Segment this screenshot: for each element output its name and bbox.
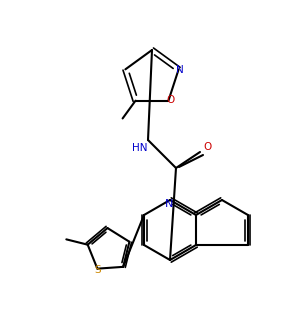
Text: O: O [166, 95, 175, 105]
Text: HN: HN [132, 143, 148, 153]
Text: N: N [165, 199, 173, 209]
Text: N: N [176, 65, 184, 75]
Text: S: S [94, 265, 101, 275]
Text: O: O [203, 142, 211, 152]
